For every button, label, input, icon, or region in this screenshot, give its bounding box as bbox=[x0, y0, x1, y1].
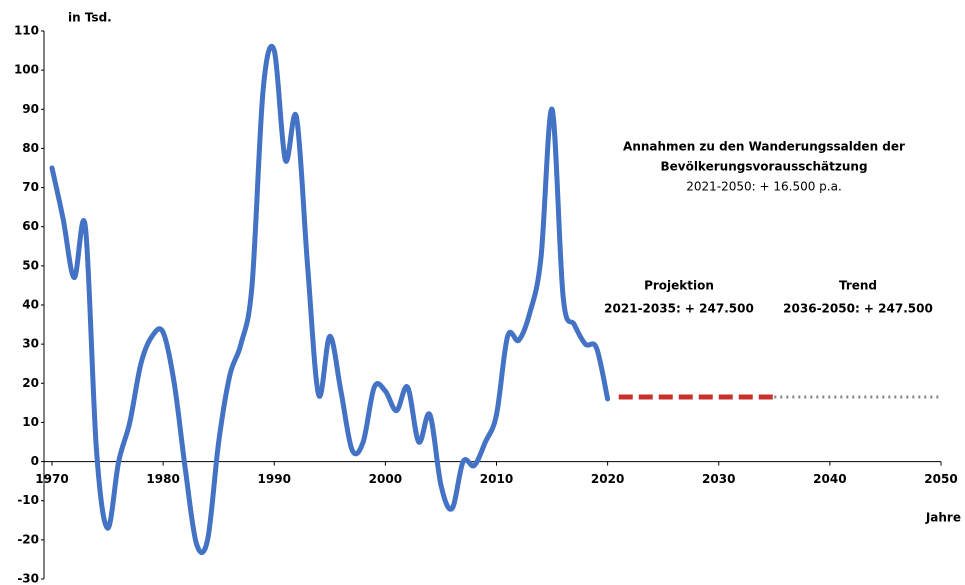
x-tick-label: 1980 bbox=[146, 472, 179, 486]
x-axis-label: Jahre bbox=[925, 511, 961, 525]
x-tick-label: 1970 bbox=[35, 472, 68, 486]
series-note: 2021-2035: + 247.500 bbox=[604, 302, 754, 316]
y-axis-label: in Tsd. bbox=[68, 11, 112, 25]
annotation-title: Bevölkerungsvorausschätzung bbox=[660, 160, 867, 174]
y-tick-label: 100 bbox=[14, 63, 39, 77]
y-tick-label: 110 bbox=[14, 24, 39, 38]
y-tick-label: 70 bbox=[22, 180, 39, 194]
line-series bbox=[49, 43, 611, 556]
annotation-subtitle: 2021-2050: + 16.500 p.a. bbox=[686, 180, 842, 194]
y-tick-label: 50 bbox=[22, 258, 39, 272]
series-label: Trend bbox=[839, 279, 877, 293]
y-tick-label: 0 bbox=[31, 454, 39, 468]
series-note: 2036-2050: + 247.500 bbox=[783, 302, 933, 316]
x-tick-label: 1990 bbox=[258, 472, 291, 486]
y-tick-label: 90 bbox=[22, 102, 39, 116]
x-tick-label: 2040 bbox=[813, 472, 846, 486]
y-tick-label: 30 bbox=[22, 337, 39, 351]
x-tick-label: 2010 bbox=[480, 472, 513, 486]
y-tick-label: 20 bbox=[22, 376, 39, 390]
y-tick-label: 40 bbox=[22, 298, 39, 312]
x-tick-label: 2050 bbox=[924, 472, 957, 486]
annotation-title: Annahmen zu den Wanderungssalden der bbox=[623, 140, 905, 154]
x-tick-label: 2030 bbox=[702, 472, 735, 486]
x-tick-label: 2000 bbox=[369, 472, 402, 486]
y-tick-label: 10 bbox=[22, 415, 39, 429]
y-tick-label: 80 bbox=[22, 141, 39, 155]
x-tick-label: 2020 bbox=[591, 472, 624, 486]
y-tick-label: 60 bbox=[22, 219, 39, 233]
y-tick-label: -20 bbox=[17, 532, 39, 546]
y-tick-label: -30 bbox=[17, 572, 39, 585]
series-label: Projektion bbox=[644, 279, 714, 293]
y-tick-label: -10 bbox=[17, 493, 39, 507]
